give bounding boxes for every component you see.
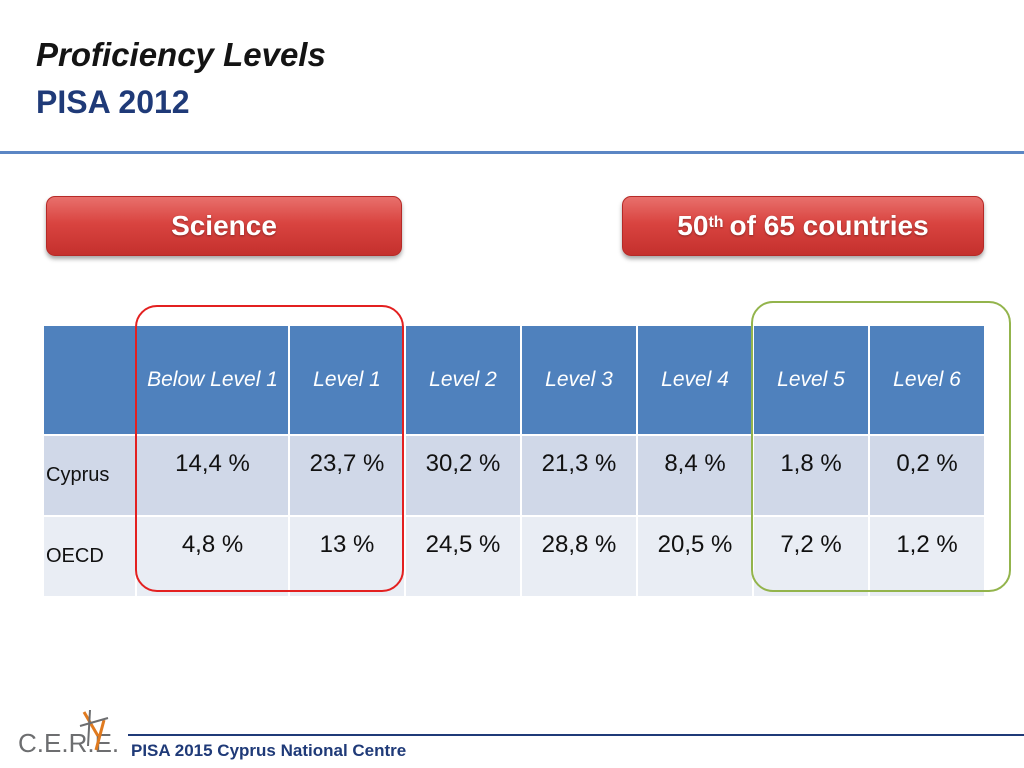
cere-logo: C.E.R.E. <box>18 709 118 758</box>
slide-subtitle: PISA 2012 <box>36 84 190 120</box>
value-cell: 20,5 % <box>636 515 754 598</box>
proficiency-table: Below Level 1 Level 1 Level 2 Level 3 Le… <box>42 324 986 598</box>
header-level-1: Level 1 <box>288 324 406 436</box>
header-level-4: Level 4 <box>636 324 754 436</box>
subject-label: Science <box>171 210 277 241</box>
value-cell: 24,5 % <box>404 515 522 598</box>
table-header-row: Below Level 1 Level 1 Level 2 Level 3 Le… <box>42 324 986 436</box>
footer-text: PISA 2015 Cyprus National Centre <box>131 741 407 760</box>
header-below-level-1: Below Level 1 <box>135 324 290 436</box>
country-cell: Cyprus <box>42 434 137 517</box>
value-cell: 1,8 % <box>752 434 870 517</box>
low-levels-highlight <box>135 305 404 592</box>
header-level-3: Level 3 <box>520 324 638 436</box>
header-level-5: Level 5 <box>752 324 870 436</box>
slide-title: Proficiency Levels <box>36 36 326 73</box>
footer-divider <box>128 734 1024 736</box>
country-cell: OECD <box>42 515 137 598</box>
subject-badge: Science <box>46 196 402 256</box>
high-levels-highlight <box>751 301 1011 592</box>
rank-suffix: th <box>708 214 724 231</box>
value-cell: 23,7 % <box>288 434 406 517</box>
rank-number: 50 <box>677 210 709 241</box>
header-level-2: Level 2 <box>404 324 522 436</box>
value-cell: 14,4 % <box>135 434 290 517</box>
header-cell-empty <box>42 324 137 436</box>
value-cell: 8,4 % <box>636 434 754 517</box>
header-divider <box>0 151 1024 154</box>
value-cell: 30,2 % <box>404 434 522 517</box>
header-level-6: Level 6 <box>868 324 986 436</box>
rank-text: of 65 countries <box>729 210 929 241</box>
value-cell: 28,8 % <box>520 515 638 598</box>
value-cell: 4,8 % <box>135 515 290 598</box>
logo-text: C.E.R.E. <box>18 728 118 758</box>
value-cell: 21,3 % <box>520 434 638 517</box>
value-cell: 1,2 % <box>868 515 986 598</box>
value-cell: 0,2 % <box>868 434 986 517</box>
table-row-cyprus: Cyprus 14,4 % 23,7 % 30,2 % 21,3 % 8,4 %… <box>42 434 986 517</box>
